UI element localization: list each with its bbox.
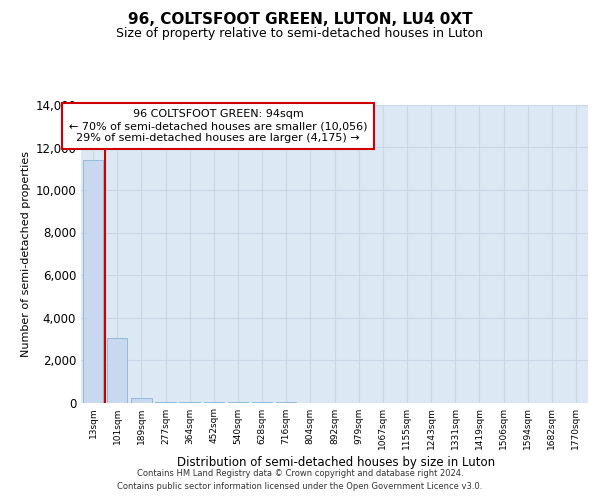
Y-axis label: Number of semi-detached properties: Number of semi-detached properties [21, 151, 31, 357]
Text: Size of property relative to semi-detached houses in Luton: Size of property relative to semi-detach… [116, 28, 484, 40]
Bar [107, 338, 127, 402]
Bar [83, 160, 103, 402]
Text: 96, COLTSFOOT GREEN, LUTON, LU4 0XT: 96, COLTSFOOT GREEN, LUTON, LU4 0XT [128, 12, 472, 28]
Text: 96 COLTSFOOT GREEN: 94sqm
← 70% of semi-detached houses are smaller (10,056)
29%: 96 COLTSFOOT GREEN: 94sqm ← 70% of semi-… [68, 110, 367, 142]
Text: Contains HM Land Registry data © Crown copyright and database right 2024.
Contai: Contains HM Land Registry data © Crown c… [118, 470, 482, 491]
Bar [131, 398, 152, 402]
Text: Distribution of semi-detached houses by size in Luton: Distribution of semi-detached houses by … [177, 456, 495, 469]
